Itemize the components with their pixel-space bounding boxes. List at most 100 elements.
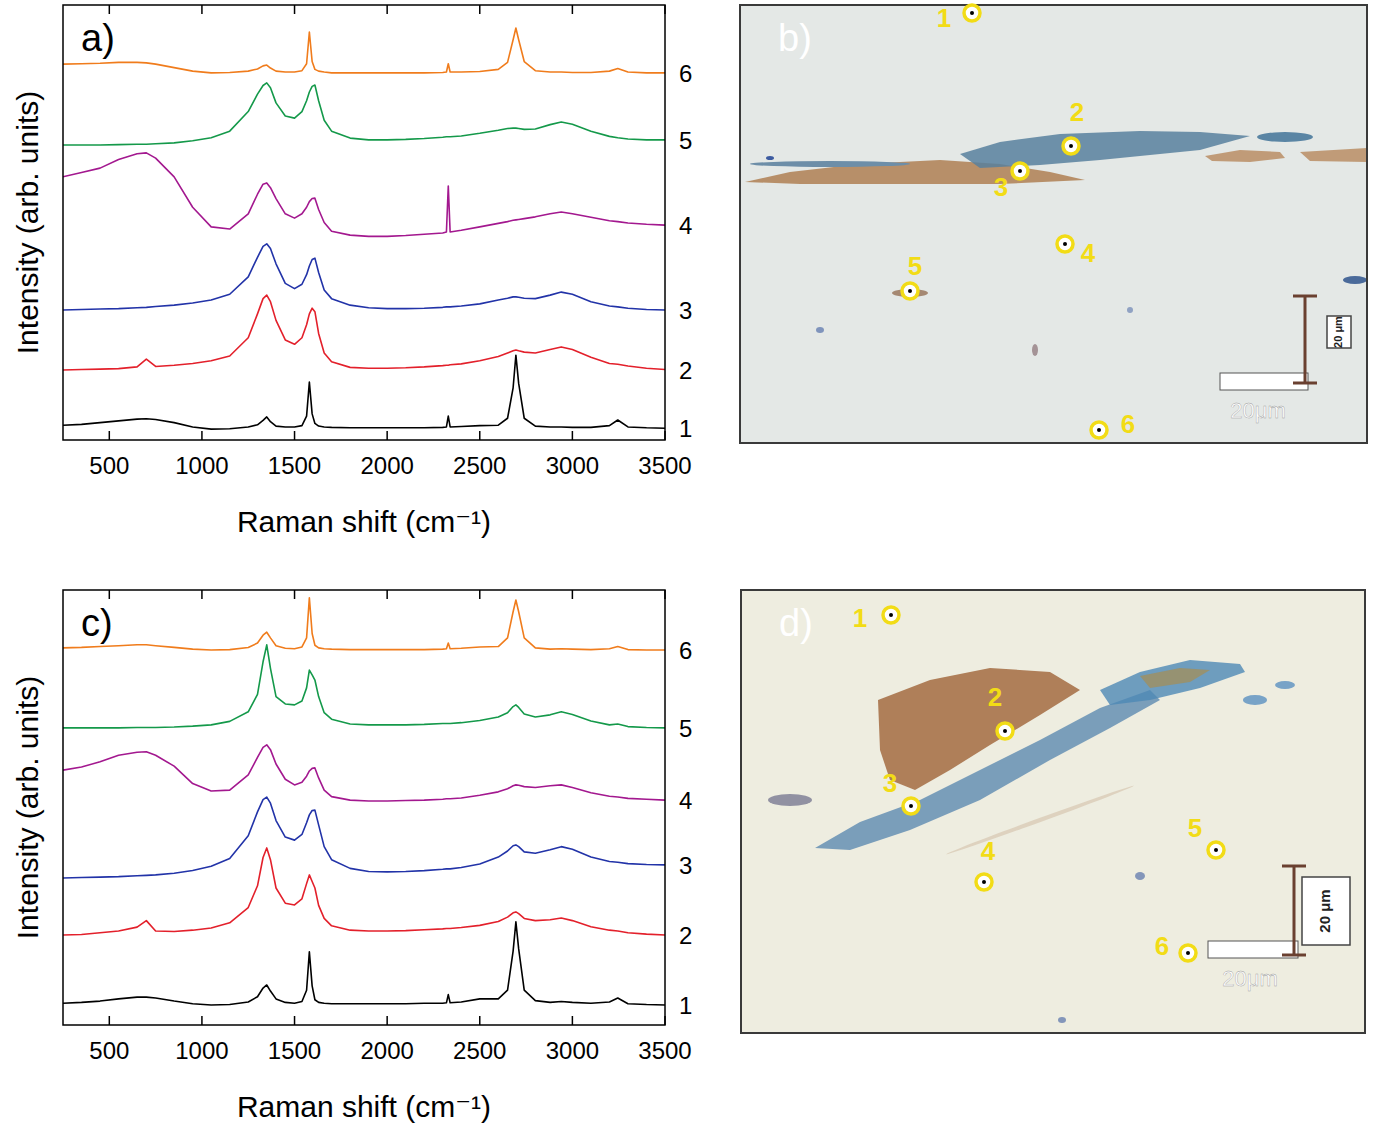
- spectrum-line: [63, 848, 665, 935]
- sample-feature: [815, 690, 1160, 850]
- point-label: 2: [1070, 97, 1084, 127]
- x-axis-title: Raman shift (cm⁻¹): [237, 1090, 491, 1123]
- spectrum-line: [63, 355, 665, 429]
- measurement-point: [1180, 945, 1196, 961]
- micrograph-features: [768, 660, 1295, 1023]
- point-label: 4: [981, 836, 996, 866]
- spectrum-line: [63, 598, 665, 650]
- sample-feature: [1100, 660, 1245, 705]
- sample-feature: [1140, 668, 1210, 688]
- micrograph-background: [740, 5, 1367, 443]
- measurement-point: [1208, 842, 1224, 858]
- series-group: [63, 598, 665, 1005]
- x-tick: [294, 590, 296, 599]
- x-tick-label: 2000: [360, 1037, 413, 1064]
- scale-bar-box: [1327, 316, 1351, 348]
- point-label: 1: [937, 3, 951, 33]
- panel-label: b): [778, 17, 812, 59]
- sample-feature: [945, 784, 1134, 856]
- point-label: 6: [1155, 931, 1169, 961]
- sample-feature: [1275, 681, 1295, 689]
- scale-bar-box: [1302, 877, 1350, 945]
- scale-bar-vertical: [1304, 296, 1307, 383]
- point-label: 3: [883, 768, 897, 798]
- sample-feature: [960, 131, 1250, 168]
- chart-panel: 500100015002000250030003500123456Raman s…: [11, 5, 692, 538]
- x-tick: [109, 5, 111, 14]
- point-label: 5: [1188, 813, 1202, 843]
- sample-feature: [1257, 132, 1313, 142]
- spectrum-line: [63, 922, 665, 1005]
- x-tick: [386, 5, 388, 14]
- sample-feature: [1205, 150, 1285, 162]
- micrograph-panel: 20μm20 μm123456d): [741, 590, 1365, 1033]
- x-tick: [201, 5, 203, 14]
- series-label: 3: [679, 852, 692, 879]
- spectrum-line: [63, 28, 665, 73]
- spectrum-line: [63, 645, 665, 728]
- measurement-point: [997, 723, 1013, 739]
- scale-bar-cap: [1293, 382, 1317, 385]
- measurement-point: [964, 5, 980, 21]
- sample-feature: [750, 161, 910, 167]
- x-axis-title: Raman shift (cm⁻¹): [237, 505, 491, 538]
- scale-bar-vertical-label: 20 μm: [1316, 889, 1333, 932]
- spectrum-line: [63, 83, 665, 145]
- x-tick-label: 500: [89, 1037, 129, 1064]
- panel-label: c): [81, 602, 113, 644]
- sample-feature: [1343, 276, 1367, 284]
- series-label: 1: [679, 415, 692, 442]
- sample-feature: [766, 156, 774, 160]
- x-tick-label: 500: [89, 452, 129, 479]
- scale-bar-cap: [1293, 295, 1317, 298]
- panel-label: d): [779, 602, 813, 644]
- measurement-point: [976, 874, 992, 890]
- x-tick: [386, 1016, 388, 1025]
- x-tick: [572, 431, 574, 440]
- measurement-point-center: [1186, 951, 1190, 955]
- series-label: 2: [679, 357, 692, 384]
- x-tick: [201, 431, 203, 440]
- spectrum-line: [63, 153, 665, 237]
- series-label: 5: [679, 127, 692, 154]
- series-label: 6: [679, 637, 692, 664]
- measurement-point: [1091, 422, 1107, 438]
- plot-frame: [63, 5, 665, 440]
- measurement-point-center: [1003, 729, 1007, 733]
- x-tick: [109, 431, 111, 440]
- measurement-point-center: [982, 880, 986, 884]
- point-label: 3: [994, 172, 1008, 202]
- sample-feature: [1058, 1017, 1066, 1023]
- x-tick: [294, 5, 296, 14]
- spectrum-line: [63, 745, 665, 801]
- sample-feature: [1135, 872, 1145, 880]
- series-label: 1: [679, 992, 692, 1019]
- micrograph-frame: [740, 5, 1367, 443]
- x-tick: [479, 1016, 481, 1025]
- measurement-point: [903, 798, 919, 814]
- point-label: 1: [853, 603, 867, 633]
- series-label: 2: [679, 922, 692, 949]
- series-label: 3: [679, 297, 692, 324]
- x-tick: [294, 1016, 296, 1025]
- micrograph-panel: 20μm20 μm123456b): [740, 3, 1367, 443]
- series-group: [63, 28, 665, 429]
- measurement-point-center: [1063, 242, 1067, 246]
- x-tick: [201, 590, 203, 599]
- sample-feature: [1243, 695, 1267, 705]
- sample-feature: [1300, 148, 1367, 162]
- point-label: 5: [908, 251, 922, 281]
- series-label: 6: [679, 60, 692, 87]
- y-axis-title: Intensity (arb. units): [11, 676, 44, 939]
- scale-bar-label: 20μm: [1230, 398, 1285, 423]
- x-tick: [572, 590, 574, 599]
- measurement-point: [902, 283, 918, 299]
- measurement-point: [1057, 236, 1073, 252]
- measurement-point: [883, 607, 899, 623]
- spectrum-line: [63, 797, 665, 878]
- series-label: 5: [679, 715, 692, 742]
- measurement-point: [1012, 163, 1028, 179]
- background: [0, 0, 1383, 1136]
- x-tick-label: 3000: [546, 1037, 599, 1064]
- x-tick: [109, 1016, 111, 1025]
